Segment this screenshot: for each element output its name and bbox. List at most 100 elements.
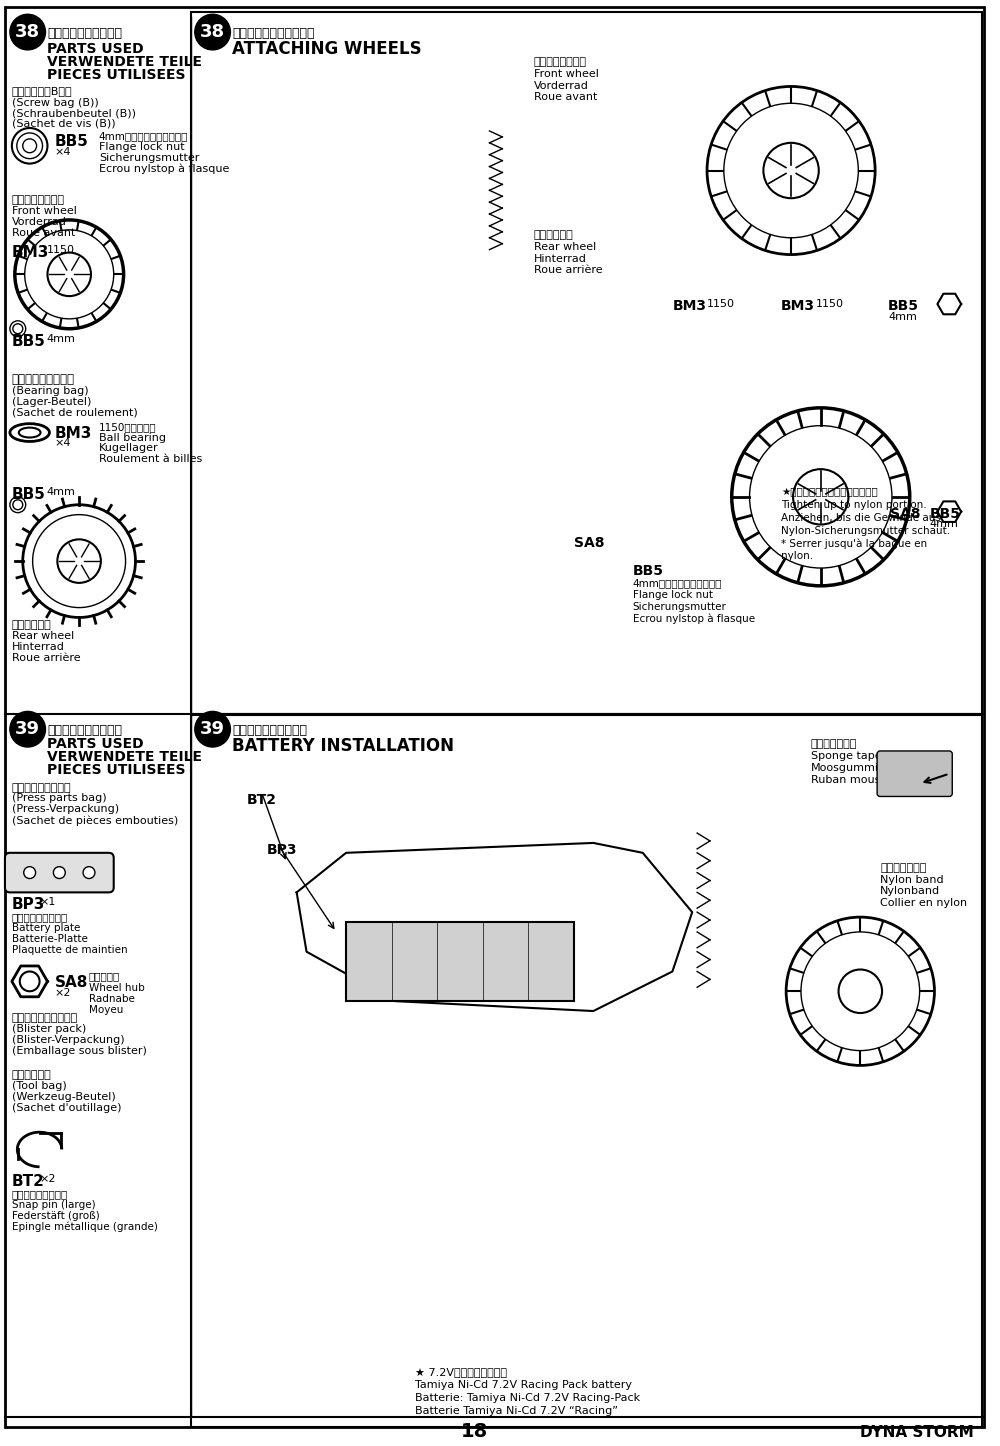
Text: SA8: SA8 xyxy=(890,506,920,521)
Text: 4mm: 4mm xyxy=(930,519,958,529)
Text: Nylonband: Nylonband xyxy=(880,886,940,897)
Text: * Serrer jusqu'à la bague en: * Serrer jusqu'à la bague en xyxy=(781,538,927,549)
Text: ナイロンバンド: ナイロンバンド xyxy=(880,863,926,873)
Bar xyxy=(191,716,982,1427)
Text: Vorderrad: Vorderrad xyxy=(534,81,589,91)
Text: 39: 39 xyxy=(200,720,225,739)
Text: (Sachet d'outillage): (Sachet d'outillage) xyxy=(12,1103,121,1113)
Text: ホイルハブ: ホイルハブ xyxy=(89,972,120,982)
Text: Vorderrad: Vorderrad xyxy=(12,217,67,227)
Text: BM3: BM3 xyxy=(672,299,706,314)
Circle shape xyxy=(195,711,230,748)
Text: Roue avant: Roue avant xyxy=(12,228,75,239)
Text: BP3: BP3 xyxy=(267,843,297,857)
Text: Collier en nylon: Collier en nylon xyxy=(880,898,967,908)
Bar xyxy=(191,13,982,714)
Text: 4mm: 4mm xyxy=(46,334,75,344)
Circle shape xyxy=(10,14,45,49)
Text: ATTACHING WHEELS: ATTACHING WHEELS xyxy=(232,40,422,58)
Text: ★ナイロン部までねじ込みます。: ★ナイロン部までねじ込みます。 xyxy=(781,487,878,497)
Text: BM3: BM3 xyxy=(12,244,49,260)
Text: Moyeu: Moyeu xyxy=(89,1005,123,1015)
Text: (Press-Verpackung): (Press-Verpackung) xyxy=(12,804,119,814)
Text: BB5: BB5 xyxy=(12,487,46,502)
Text: Epingle métallique (grande): Epingle métallique (grande) xyxy=(12,1222,158,1232)
Text: Plaquette de maintien: Plaquette de maintien xyxy=(12,944,127,954)
Text: (Sachet de vis (B)): (Sachet de vis (B)) xyxy=(12,119,115,129)
Text: Flange lock nut: Flange lock nut xyxy=(99,142,185,152)
Text: （ブリスターパック）: （ブリスターパック） xyxy=(12,1014,78,1022)
Text: SA8: SA8 xyxy=(54,976,88,991)
Text: Rear wheel: Rear wheel xyxy=(12,632,74,642)
Text: ×4: ×4 xyxy=(54,438,71,448)
Text: Batterie-Platte: Batterie-Platte xyxy=(12,934,88,944)
Text: BB5: BB5 xyxy=(12,334,46,348)
Text: 「ホイールのとりつけ」: 「ホイールのとりつけ」 xyxy=(232,27,315,40)
Text: Tamiya Ni-Cd 7.2V Racing Pack battery: Tamiya Ni-Cd 7.2V Racing Pack battery xyxy=(415,1379,632,1390)
Text: Roue arrière: Roue arrière xyxy=(534,266,603,275)
Text: (Lager-Beutel): (Lager-Beutel) xyxy=(12,398,91,406)
Text: ×4: ×4 xyxy=(54,147,71,156)
Text: PARTS USED: PARTS USED xyxy=(47,42,144,56)
Text: VERWENDETE TEILE: VERWENDETE TEILE xyxy=(47,750,202,763)
Text: Batterie Tamiya Ni-Cd 7.2V “Racing”: Batterie Tamiya Ni-Cd 7.2V “Racing” xyxy=(415,1406,618,1416)
Text: nylon.: nylon. xyxy=(781,551,813,561)
Text: 1150: 1150 xyxy=(816,299,844,309)
Text: (Werkzeug-Beutel): (Werkzeug-Beutel) xyxy=(12,1092,116,1102)
Text: 39: 39 xyxy=(15,720,40,739)
Text: 「使用する小物金具」: 「使用する小物金具」 xyxy=(47,724,122,737)
Text: (Sachet de roulement): (Sachet de roulement) xyxy=(12,408,138,418)
Text: スナップピン（大）: スナップピン（大） xyxy=(12,1189,68,1199)
Circle shape xyxy=(53,866,65,879)
Text: (Tool bag): (Tool bag) xyxy=(12,1082,67,1092)
Text: リヤホイール: リヤホイール xyxy=(12,620,52,630)
Text: PARTS USED: PARTS USED xyxy=(47,737,144,750)
Text: 4mm: 4mm xyxy=(888,312,917,322)
Text: BB5: BB5 xyxy=(930,506,961,521)
Circle shape xyxy=(10,711,45,748)
Text: Sicherungsmutter: Sicherungsmutter xyxy=(633,602,727,612)
Text: BP3: BP3 xyxy=(12,898,45,912)
Text: BT2: BT2 xyxy=(247,794,277,807)
Text: Ecrou nylstop à flasque: Ecrou nylstop à flasque xyxy=(99,163,229,174)
Text: スポンジテープ: スポンジテープ xyxy=(811,739,857,749)
Circle shape xyxy=(24,866,36,879)
Text: Kugellager: Kugellager xyxy=(99,444,159,454)
Text: Front wheel: Front wheel xyxy=(534,68,599,78)
Text: 1150: 1150 xyxy=(46,244,74,254)
Text: Ruban mousse adhésif: Ruban mousse adhésif xyxy=(811,775,937,785)
Text: VERWENDETE TEILE: VERWENDETE TEILE xyxy=(47,55,202,69)
Text: （プレス部品袋誘）: （プレス部品袋誘） xyxy=(12,782,71,792)
Circle shape xyxy=(195,14,230,49)
Text: 38: 38 xyxy=(200,23,225,40)
Text: Ball bearing: Ball bearing xyxy=(99,432,166,442)
Text: (Blister pack): (Blister pack) xyxy=(12,1024,86,1034)
Text: (Blister-Verpackung): (Blister-Verpackung) xyxy=(12,1035,124,1045)
Text: Battery plate: Battery plate xyxy=(12,923,80,933)
Text: 4mm: 4mm xyxy=(46,487,75,497)
Text: Front wheel: Front wheel xyxy=(12,207,77,215)
Text: （工具袋誘）: （工具袋誘） xyxy=(12,1070,52,1080)
Text: DYNA STORM: DYNA STORM xyxy=(860,1426,974,1440)
Text: Federstäft (groß): Federstäft (groß) xyxy=(12,1210,100,1220)
Text: (Emballage sous blister): (Emballage sous blister) xyxy=(12,1045,147,1056)
Text: BB5: BB5 xyxy=(888,299,919,314)
Text: リヤホイール: リヤホイール xyxy=(534,230,574,240)
Text: フロントホイール: フロントホイール xyxy=(534,56,587,67)
Text: BT2: BT2 xyxy=(12,1174,45,1189)
Text: Nylon band: Nylon band xyxy=(880,875,944,885)
Bar xyxy=(346,923,574,1001)
Text: Sponge tape: Sponge tape xyxy=(811,750,881,761)
Text: Snap pin (large): Snap pin (large) xyxy=(12,1200,95,1210)
Text: (Bearing bag): (Bearing bag) xyxy=(12,386,88,396)
Text: 38: 38 xyxy=(15,23,40,40)
Text: バッテリープレート: バッテリープレート xyxy=(12,912,68,923)
Text: (Sachet de pièces embouties): (Sachet de pièces embouties) xyxy=(12,816,178,826)
Text: Hinterrad: Hinterrad xyxy=(534,253,587,263)
Text: Flange lock nut: Flange lock nut xyxy=(633,590,713,600)
Text: 1150ベアリング: 1150ベアリング xyxy=(99,422,157,432)
Text: Sicherungsmutter: Sicherungsmutter xyxy=(99,153,199,163)
FancyBboxPatch shape xyxy=(5,853,114,892)
Text: （ビス袋誘（B））: （ビス袋誘（B）） xyxy=(12,87,72,97)
Text: Batterie: Tamiya Ni-Cd 7.2V Racing-Pack: Batterie: Tamiya Ni-Cd 7.2V Racing-Pack xyxy=(415,1392,640,1403)
